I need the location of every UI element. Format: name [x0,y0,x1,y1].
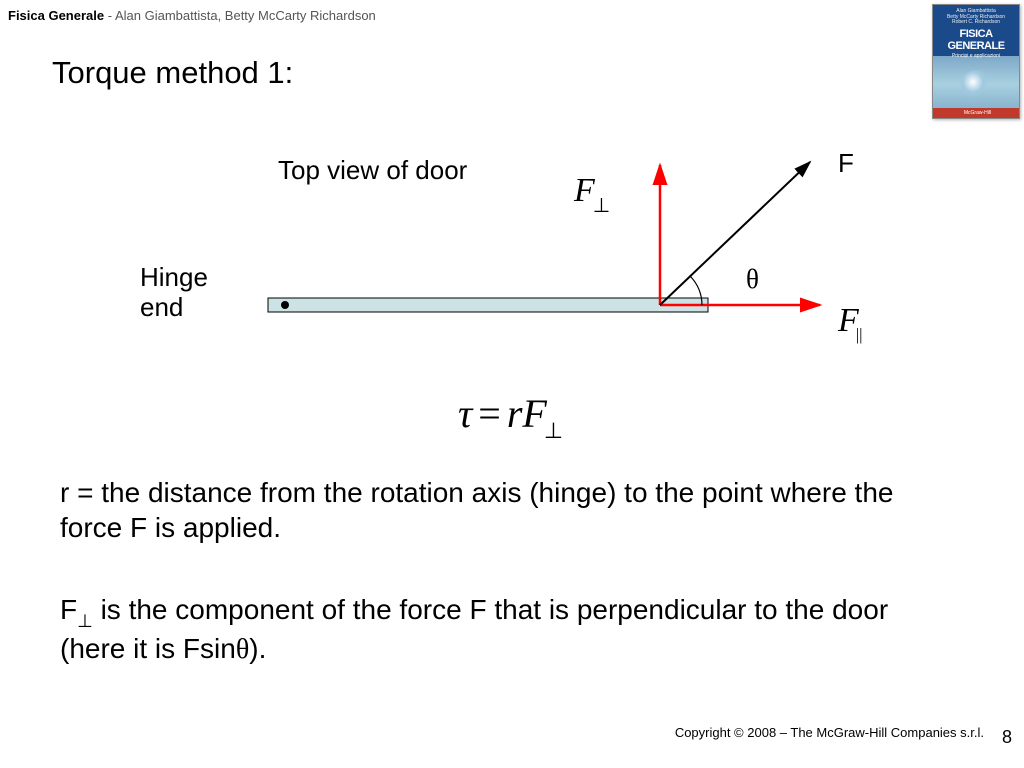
thumb-water-drop-icon [961,70,991,100]
book-title: Fisica Generale [8,8,104,23]
book-cover-thumb: Alan Giambattista Betty McCarty Richards… [932,4,1020,119]
slide-title: Torque method 1: [52,55,293,91]
thumb-publisher: McGraw-Hill [933,108,1019,118]
r-symbol: r [507,391,523,436]
thumb-authors: Alan Giambattista Betty McCarty Richards… [933,9,1019,26]
header: Fisica Generale - Alan Giambattista, Bet… [8,8,376,23]
p2-theta: θ [236,634,249,665]
equals: = [472,391,507,436]
hinge-dot-icon [281,301,289,309]
paragraph-r-definition: r = the distance from the rotation axis … [60,475,960,545]
thumb-sub: Principi e applicazioni [933,53,1019,59]
p2-perp-sub: ⊥ [77,611,93,631]
label-hinge-end: Hinge end [140,263,208,323]
p2-F: F [60,594,77,625]
door-rect [268,298,708,312]
force-arrow [660,162,810,305]
p2-mid: is the component of the force F that is … [60,594,888,664]
paragraph-Fperp-definition: F⊥ is the component of the force F that … [60,592,960,667]
book-authors: - Alan Giambattista, Betty McCarty Richa… [104,8,376,23]
torque-diagram [260,130,860,360]
thumb-title: FISICA GENERALE [933,28,1019,52]
p2-post: ). [249,633,266,664]
torque-formula: τ=rF⊥ [0,390,1024,442]
page-number: 8 [1002,727,1012,748]
perp-sub: ⊥ [544,418,563,443]
copyright-footer: Copyright © 2008 – The McGraw-Hill Compa… [675,725,984,740]
tau-symbol: τ [458,391,472,436]
